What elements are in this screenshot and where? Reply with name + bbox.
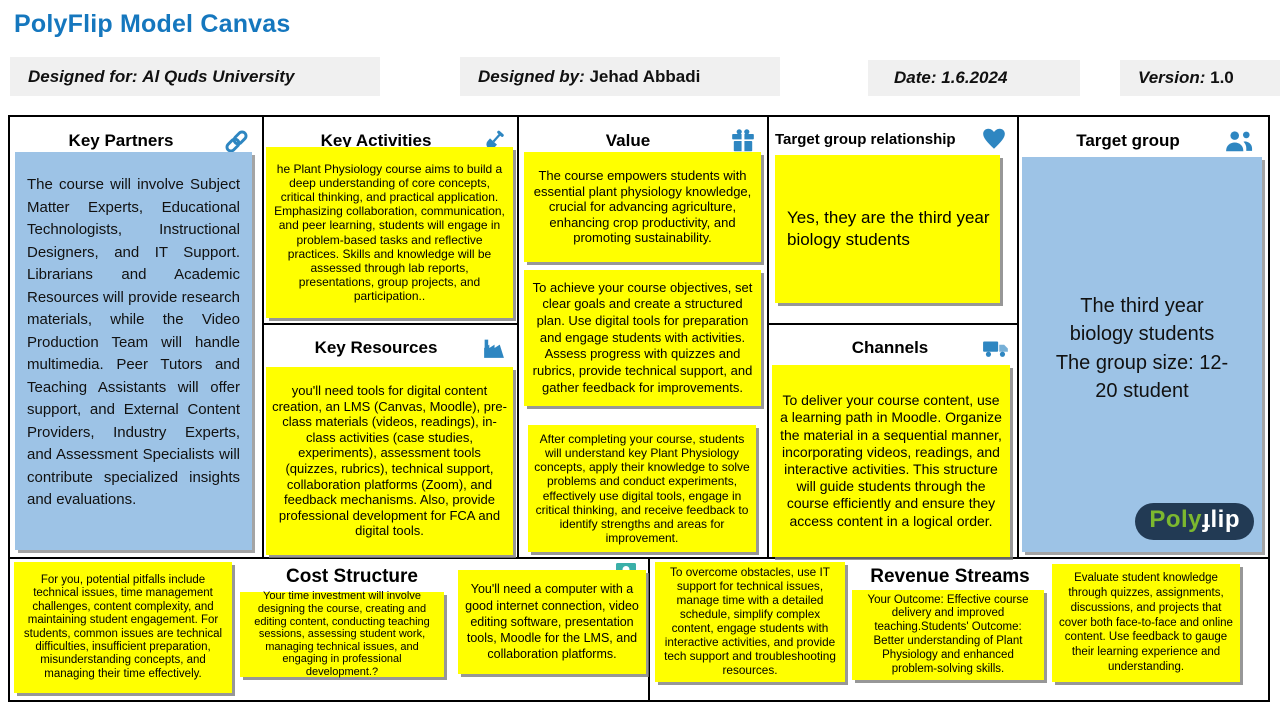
date-value: 1.6.2024 xyxy=(941,68,1008,87)
section-header-key-partners: Key Partners xyxy=(22,126,250,156)
section-header-target-group: Target group xyxy=(1032,126,1254,156)
factory-icon xyxy=(476,336,506,361)
designed-for-label: Designed for: xyxy=(28,66,143,86)
date-box: Date: 1.6.2024 xyxy=(868,60,1080,96)
value-note-1: The course empowers students with essent… xyxy=(524,152,761,262)
target-group-relationship-title: Target group relationship xyxy=(775,130,956,148)
divider xyxy=(517,115,519,558)
key-partners-note: The course will involve Subject Matter E… xyxy=(15,152,252,550)
key-resources-note: you'll need tools for digital content cr… xyxy=(266,367,513,555)
logo-poly: Poly xyxy=(1149,506,1202,533)
version-box: Version: 1.0 xyxy=(1120,60,1280,96)
revenue-evaluate-note: Evaluate student knowledge through quizz… xyxy=(1052,564,1240,682)
designed-for-box: Designed for: Al Quds University xyxy=(10,57,380,96)
target-group-relationship-note: Yes, they are the third year biology stu… xyxy=(775,155,1000,303)
key-activities-title: Key Activities xyxy=(320,131,432,150)
shovel-icon xyxy=(476,129,506,154)
section-header-target-group-relationship: Target group relationship xyxy=(775,124,1007,154)
divider xyxy=(262,323,519,325)
value-title: Value xyxy=(605,131,651,150)
revenue-obstacles-note: To overcome obstacles, use IT support fo… xyxy=(655,562,845,682)
version-value: 1.0 xyxy=(1210,68,1234,87)
target-group-title: Target group xyxy=(1076,131,1180,150)
truck-icon xyxy=(980,336,1010,360)
value-note-2: To achieve your course objectives, set c… xyxy=(524,270,761,406)
channels-note: To deliver your course content, use a le… xyxy=(772,365,1010,557)
cost-time-note: Your time investment will involve design… xyxy=(240,590,444,678)
key-activities-note: he Plant Physiology course aims to build… xyxy=(266,147,513,318)
cost-pitfalls-note: For you, potential pitfalls include tech… xyxy=(14,562,232,693)
designed-by-value: Jehad Abbadi xyxy=(589,66,701,86)
target-group-text: The third year biology students The grou… xyxy=(1055,295,1229,403)
cost-tools-note: You'll need a computer with a good inter… xyxy=(458,570,646,674)
date-label: Date: xyxy=(894,68,942,87)
divider xyxy=(767,115,769,558)
version-label: Version: xyxy=(1138,68,1211,87)
key-partners-title: Key Partners xyxy=(68,131,174,150)
revenue-outcome-note: Your Outcome: Effective course delivery … xyxy=(852,590,1044,680)
designed-by-label: Designed by: xyxy=(478,66,590,86)
gift-icon xyxy=(726,128,756,154)
link-icon xyxy=(220,128,250,155)
cost-structure-title: Cost Structure xyxy=(286,566,418,587)
divider xyxy=(8,557,1270,559)
divider xyxy=(767,323,1019,325)
section-header-key-resources: Key Resources xyxy=(276,333,506,363)
section-header-value: Value xyxy=(530,126,756,156)
divider xyxy=(1017,115,1019,558)
revenue-streams-title: Revenue Streams xyxy=(870,566,1030,587)
value-note-3: After completing your course, students w… xyxy=(528,425,756,552)
target-group-note: The third year biology students The grou… xyxy=(1022,157,1262,552)
section-header-key-activities: Key Activities xyxy=(276,126,506,156)
heart-icon xyxy=(977,126,1007,152)
polyflip-logo: Polyɟlip xyxy=(1135,503,1254,540)
divider xyxy=(648,557,650,701)
logo-flip: ɟlip xyxy=(1202,506,1240,533)
page-title: PolyFlip Model Canvas xyxy=(14,10,291,38)
people-icon xyxy=(1224,128,1254,154)
designed-for-value: Al Quds University xyxy=(142,66,295,86)
designed-by-box: Designed by: Jehad Abbadi xyxy=(460,57,780,96)
key-partners-text: The course will involve Subject Matter E… xyxy=(27,176,240,508)
divider xyxy=(262,115,264,558)
channels-title: Channels xyxy=(851,338,929,357)
section-header-channels: Channels xyxy=(800,333,1010,363)
key-resources-title: Key Resources xyxy=(314,338,438,357)
